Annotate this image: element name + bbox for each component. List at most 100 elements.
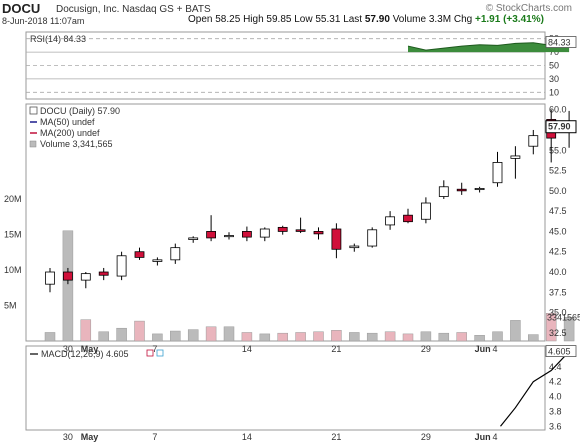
volume-bar [223,326,235,342]
candle-body [367,229,378,247]
volume-bar [187,329,199,342]
price-panel [25,103,546,342]
volume-bar [528,334,539,342]
candle-body [474,188,485,191]
candle-body [206,231,217,239]
volume-bar [170,330,181,342]
rsi-overbought-area [408,42,570,53]
ma200-legend: MA(200) undef [40,128,100,138]
quote-date: 8-Jun-2018 11:07am [2,16,85,26]
volume-legend: Volume 3,341,565 [40,139,113,149]
macd-panel [25,345,546,431]
x-axis-label: May [81,432,99,442]
candle-body [63,271,73,281]
x-axis-label: 30 [63,432,73,442]
volume-bar [563,317,575,342]
candle-body [420,202,431,220]
candle-body [259,228,270,238]
rsi-last-box [545,36,577,48]
x-axis-label: 29 [421,344,431,354]
x-axis-label: 30 [63,344,73,354]
volume-value: 3.3M [428,14,452,25]
rsi-tick-label: 50 [549,61,559,71]
candle-body [134,251,145,258]
macd-last-value: 4.605 [548,347,571,357]
high-label: High [243,14,264,25]
x-axis-label: 21 [331,344,341,354]
volume-bar [545,313,557,342]
volume-bar [241,332,253,342]
volume-bar [134,320,145,342]
candle-body [349,245,360,249]
stockcharts-logo: © StockCharts.com [485,3,572,14]
last-volume-value: 3341565 [547,312,580,322]
volume-tick-label: 5M [4,300,17,310]
rsi-tick-label: 10 [549,87,559,97]
volume-bar [331,330,342,342]
candle-body [241,231,252,238]
ticker-title: DOCU [2,1,41,16]
candle-body [510,155,521,159]
volume-bar [474,335,485,342]
price-tick-label: 35.0 [549,308,567,318]
volume-legend-swatch [29,140,37,148]
x-axis-label: 21 [331,432,341,442]
volume-bar [456,332,467,342]
price-tick-label: 55.0 [549,145,567,155]
volume-bar [80,319,92,342]
macd-line [500,351,570,427]
price-tick-label: 42.5 [549,247,567,257]
candle-body [277,226,288,232]
volume-bar [492,331,503,342]
rsi-tick-label: 30 [549,74,559,84]
x-axis-label: Jun [475,344,491,354]
open-value: 58.25 [215,14,241,25]
price-tick-label: 50.0 [549,186,567,196]
low-label: Low [294,14,313,25]
volume-bar [349,332,360,342]
x-axis-label: 29 [421,432,431,442]
volume-bar [366,332,378,342]
macd-tick-label: 3.6 [549,421,562,431]
price-tick-label: 45.0 [549,226,567,236]
chg-label: Chg [453,14,473,25]
candle-body [188,237,199,240]
volume-bar [98,331,109,342]
macd-last-box [545,345,577,357]
volume-bar [62,230,74,342]
candle-body [385,216,396,226]
price-legend: DOCU (Daily) 57.90 [40,106,120,116]
price-tick-label: 37.5 [549,287,567,297]
candle-body [403,214,413,223]
macd-tick-label: 3.8 [549,406,562,416]
volume-tick-label: 15M [4,229,22,239]
price-tick-label: 52.5 [549,166,567,176]
volume-bar [420,331,432,342]
macd-tick-label: 4.0 [549,392,562,402]
last-value: 57.90 [364,14,390,25]
candle-body [152,259,163,262]
candle-body [116,255,127,277]
low-value: 55.31 [315,14,341,25]
candle-body [331,228,342,250]
price-legend-swatch [29,106,38,115]
chg-value: +1.91 (+3.41%) [474,14,544,25]
candle-body [170,247,181,261]
high-value: 59.85 [266,14,292,25]
price-tick-label-extra: 32.5 [549,328,567,338]
volume-bar [116,327,127,342]
volume-bar [277,332,288,342]
macd-legend: MACD(12,26,9) 4.605 [41,349,129,359]
volume-bar [259,333,271,342]
macd-hist-swatch [156,349,164,357]
x-axis-label: 7 [152,432,157,442]
candle-body [313,231,324,235]
volume-bar [295,332,306,342]
x-axis-label: 4 [493,432,498,442]
ma50-legend: MA(50) undef [40,117,95,127]
volume-bar [510,320,521,342]
rsi-last-value: 84.33 [548,37,571,47]
volume-bar [205,326,217,342]
price-tick-label: 47.5 [549,206,567,216]
